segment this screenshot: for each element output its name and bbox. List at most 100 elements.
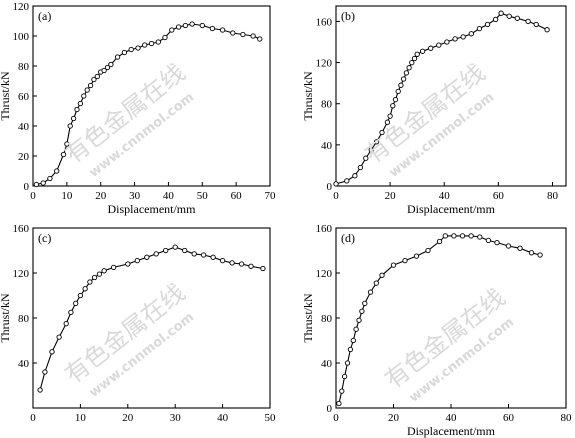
x-axis-title-b: Displacement/mm [407,202,496,216]
data-point-b-5 [368,147,374,153]
data-point-a-1 [40,180,46,186]
panel-b: 0 20 40 60 80 0 40 80 120 160 Displacement/mm Thrus… [301,5,567,216]
data-point-b-16 [406,65,412,71]
data-point-d-24 [494,239,500,246]
y-tick-label-d-0: 0 [327,403,333,415]
data-point-b-28 [484,21,491,28]
data-point-d-10 [367,289,374,295]
data-point-b-24 [452,36,458,42]
data-point-a-9 [77,100,84,107]
data-point-a-14 [94,73,100,80]
data-point-a-21 [128,46,134,53]
x-tick-label-c-1: 10 [75,412,87,424]
data-point-d-3 [344,360,351,366]
x-axis-title-a: Displacement/mm [108,202,197,216]
panel-c: 0 10 20 30 40 50 40 80 120 160 Thrust/kN (c) [0,223,276,424]
x-tick-label-a-6: 60 [231,190,243,202]
data-point-d-18 [442,233,448,239]
data-point-d-13 [390,262,397,268]
x-tick-label-c-5: 50 [265,412,277,424]
data-point-d-21 [468,233,474,239]
panel-label-a: (a) [38,9,51,23]
data-point-d-14 [402,257,408,264]
x-tick-label-a-0: 0 [30,190,36,202]
data-point-b-23 [444,39,450,45]
data-point-d-12 [379,272,385,278]
data-point-d-19 [451,233,457,239]
y-tick-label-b-0: 0 [327,181,333,193]
data-point-d-25 [505,243,512,249]
data-point-b-27 [476,25,483,32]
data-point-b-19 [414,51,420,57]
data-point-c-25 [229,260,235,266]
panel-label-b: (b) [341,9,355,23]
data-point-a-10 [81,93,87,99]
data-point-b-25 [460,34,466,40]
data-point-d-0 [336,400,342,407]
data-point-c-3 [56,334,62,340]
panel-a: 0 10 20 30 40 50 60 70 0 20 40 60 80 100 120 Displaceme… [0,1,276,216]
data-point-c-9 [87,279,93,285]
data-point-a-27 [169,27,175,33]
data-point-d-23 [485,237,492,244]
data-point-d-28 [537,252,543,258]
data-point-a-26 [162,34,168,41]
x-tick-label-b-3: 60 [493,190,505,202]
data-point-a-32 [209,25,216,32]
data-point-a-36 [250,33,256,39]
data-point-b-32 [514,15,520,21]
data-point-c-28 [260,265,266,272]
data-point-a-11 [84,87,90,93]
data-point-a-0 [33,181,40,188]
data-point-c-20 [182,247,188,254]
data-point-a-23 [142,42,148,48]
data-point-c-8 [82,286,88,292]
data-point-b-21 [428,45,434,51]
data-point-a-6 [67,123,73,129]
data-point-b-18 [411,55,418,62]
data-point-b-3 [357,164,364,171]
data-point-d-20 [459,233,466,239]
data-point-a-19 [114,54,121,60]
x-tick-label-c-4: 40 [217,412,229,424]
x-tick-label-a-2: 20 [95,190,107,202]
data-point-b-7 [379,129,385,136]
data-point-c-27 [248,263,254,269]
data-point-a-16 [101,67,107,74]
panel-label-d: (d) [341,231,355,245]
data-point-a-7 [70,115,77,122]
data-point-b-11 [392,96,399,103]
data-point-b-35 [544,27,550,33]
y-tick-label-b-2: 80 [321,99,333,111]
x-tick-label-c-3: 30 [170,412,182,424]
x-tick-label-a-7: 70 [265,190,277,202]
data-point-c-11 [96,271,103,277]
y-tick-label-a-5: 100 [13,31,30,43]
y-axis-title-b: Thrust/kN [301,71,315,121]
data-point-d-16 [425,247,431,254]
x-tick-label-a-4: 40 [163,190,175,202]
data-point-a-4 [60,151,67,158]
data-point-c-10 [91,274,98,281]
data-point-a-31 [199,22,205,29]
data-point-c-0 [37,387,43,393]
x-tick-label-c-0: 0 [30,412,36,424]
data-point-b-30 [498,10,504,16]
data-point-b-34 [533,21,539,28]
data-point-d-1 [339,388,345,394]
data-point-a-25 [155,39,161,45]
x-tick-label-b-0: 0 [333,190,339,202]
data-point-d-4 [347,346,354,353]
data-point-b-9 [387,113,393,119]
data-point-c-21 [191,251,197,257]
x-tick-label-a-1: 10 [61,190,73,202]
data-point-b-6 [373,139,380,145]
data-point-a-17 [104,64,111,71]
x-tick-label-d-4: 80 [561,412,573,424]
data-point-b-14 [400,76,407,82]
data-point-b-29 [492,16,499,23]
data-point-b-20 [419,48,426,54]
data-point-a-13 [91,76,97,83]
data-point-a-22 [135,45,141,51]
